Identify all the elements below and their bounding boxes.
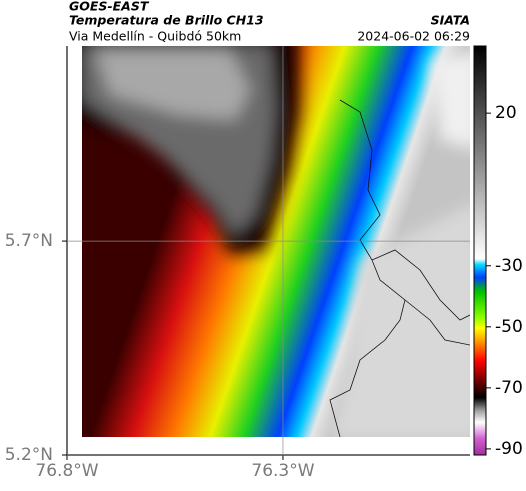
colorbar-tick-label: -90 — [495, 439, 523, 459]
lon-tick-label: 76.3°W — [251, 461, 314, 481]
lon-tick-label: 76.8°W — [35, 461, 98, 481]
lat-tick-label: 5.7°N — [5, 231, 53, 251]
subtitle: Temperatura de Brillo CH13 — [69, 13, 264, 28]
colorbar — [473, 45, 487, 456]
source: SIATA — [431, 13, 470, 28]
colorbar-tick-label: -30 — [495, 256, 523, 276]
colorbar-tick-label: 20 — [495, 103, 517, 123]
colorbar-tick-label: -50 — [495, 317, 523, 337]
timestamp: 2024-06-02 06:29 — [357, 29, 470, 44]
lat-tick-label: 5.2°N — [5, 445, 53, 465]
satellite-image — [82, 46, 470, 437]
route: Via Medellín - Quibdó 50km — [69, 29, 241, 44]
colorbar-tick-label: -70 — [495, 378, 523, 398]
title: GOES-EAST — [69, 0, 150, 14]
